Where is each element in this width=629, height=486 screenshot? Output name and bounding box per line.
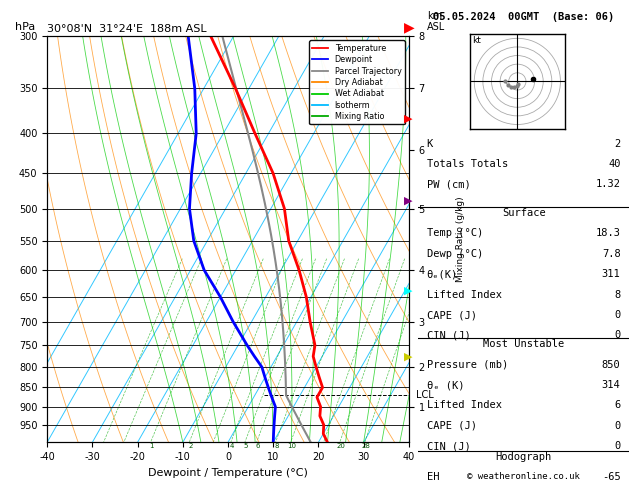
- Text: © weatheronline.co.uk: © weatheronline.co.uk: [467, 472, 580, 481]
- Text: ▶: ▶: [404, 286, 413, 296]
- Text: 0: 0: [615, 421, 621, 431]
- Text: ▶: ▶: [404, 352, 413, 362]
- Text: 8: 8: [274, 443, 279, 449]
- Text: 5: 5: [244, 443, 248, 449]
- Text: 28: 28: [362, 443, 370, 449]
- Text: km
ASL: km ASL: [427, 11, 445, 33]
- Text: 1.32: 1.32: [596, 179, 621, 190]
- Text: Most Unstable: Most Unstable: [483, 339, 564, 349]
- Text: PW (cm): PW (cm): [426, 179, 470, 190]
- Text: 6: 6: [255, 443, 260, 449]
- Text: Temp (°C): Temp (°C): [426, 228, 483, 239]
- Text: CIN (J): CIN (J): [426, 330, 470, 341]
- Text: 0: 0: [615, 441, 621, 451]
- Text: 40: 40: [608, 159, 621, 169]
- Text: 6: 6: [615, 400, 621, 411]
- Text: 2: 2: [615, 139, 621, 149]
- Text: hPa: hPa: [14, 22, 35, 33]
- Text: Dewp (°C): Dewp (°C): [426, 249, 483, 259]
- Text: 311: 311: [602, 269, 621, 279]
- Text: 4: 4: [230, 443, 234, 449]
- Text: 0: 0: [615, 310, 621, 320]
- Text: 2: 2: [188, 443, 192, 449]
- Text: Surface: Surface: [502, 208, 545, 218]
- Text: LCL: LCL: [416, 390, 434, 400]
- Text: 20: 20: [337, 443, 345, 449]
- Text: CIN (J): CIN (J): [426, 441, 470, 451]
- Text: 1: 1: [150, 443, 154, 449]
- Text: -65: -65: [602, 472, 621, 483]
- Text: 850: 850: [602, 360, 621, 370]
- X-axis label: Dewpoint / Temperature (°C): Dewpoint / Temperature (°C): [148, 468, 308, 478]
- Text: ▶: ▶: [404, 114, 413, 123]
- Text: K: K: [426, 139, 433, 149]
- Text: 8: 8: [615, 290, 621, 300]
- Text: kt: kt: [472, 35, 481, 45]
- Text: EH: EH: [426, 472, 439, 483]
- Text: CAPE (J): CAPE (J): [426, 421, 477, 431]
- Text: Hodograph: Hodograph: [496, 452, 552, 462]
- Text: 30°08'N  31°24'E  188m ASL: 30°08'N 31°24'E 188m ASL: [47, 24, 207, 35]
- Text: Mixing Ratio (g/kg): Mixing Ratio (g/kg): [456, 196, 465, 282]
- Text: 10: 10: [287, 443, 296, 449]
- Text: 05.05.2024  00GMT  (Base: 06): 05.05.2024 00GMT (Base: 06): [433, 12, 615, 22]
- Text: 314: 314: [602, 380, 621, 390]
- Text: ▶: ▶: [404, 20, 415, 35]
- Text: Pressure (mb): Pressure (mb): [426, 360, 508, 370]
- Text: 0: 0: [615, 330, 621, 341]
- Text: 18.3: 18.3: [596, 228, 621, 239]
- Text: CAPE (J): CAPE (J): [426, 310, 477, 320]
- Text: θₑ (K): θₑ (K): [426, 380, 464, 390]
- Text: Lifted Index: Lifted Index: [426, 290, 502, 300]
- Legend: Temperature, Dewpoint, Parcel Trajectory, Dry Adiabat, Wet Adiabat, Isotherm, Mi: Temperature, Dewpoint, Parcel Trajectory…: [309, 40, 405, 124]
- Text: Lifted Index: Lifted Index: [426, 400, 502, 411]
- Text: θₑ(K): θₑ(K): [426, 269, 458, 279]
- Text: Totals Totals: Totals Totals: [426, 159, 508, 169]
- Text: ▶: ▶: [404, 196, 413, 206]
- Text: 7.8: 7.8: [602, 249, 621, 259]
